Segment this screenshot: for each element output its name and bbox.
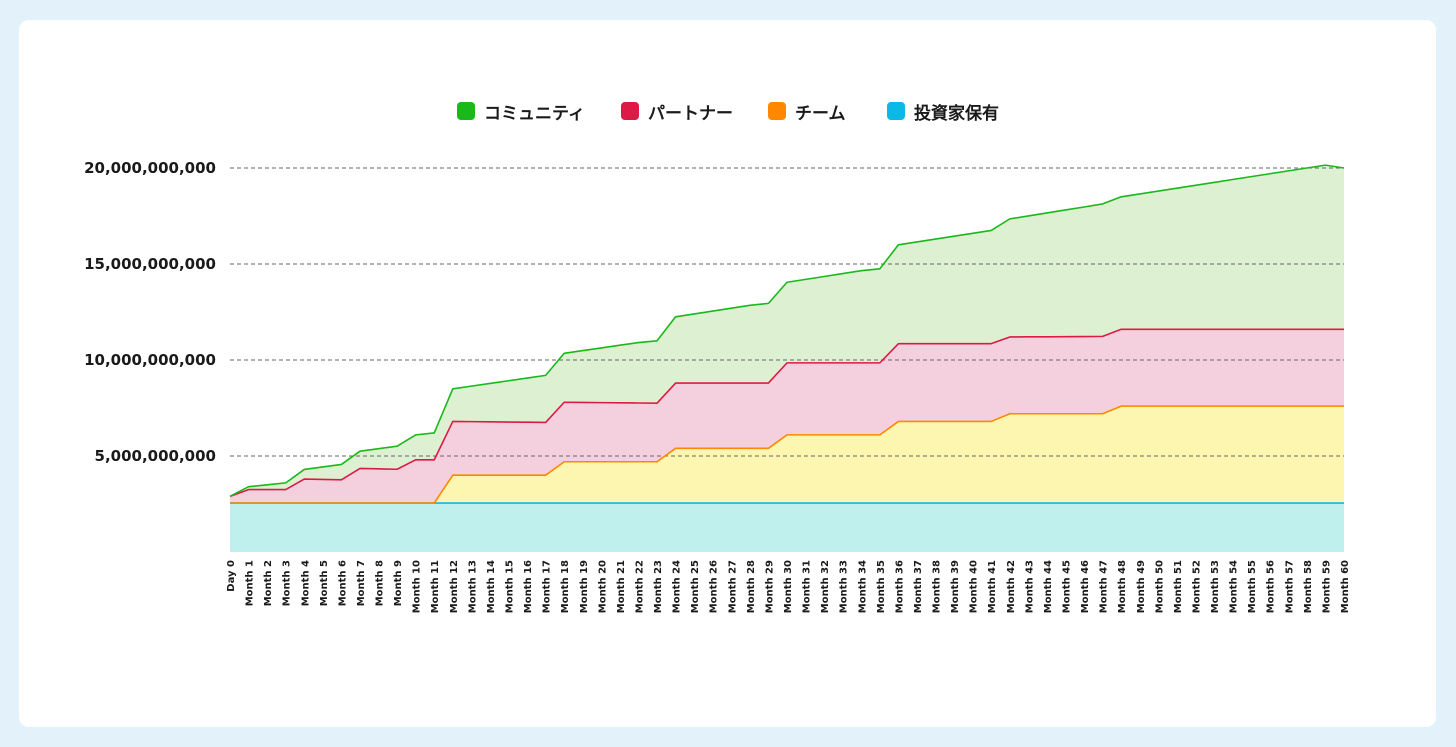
area-team [230,406,1344,504]
legend-item-community[interactable]: コミュニティ [457,98,585,124]
area-partner [230,329,1344,504]
x-tick-label: Month 4 [300,560,311,606]
x-tick-label: Month 22 [634,560,645,613]
line-partner [229,328,1344,498]
x-tick-label: Month 16 [523,560,534,613]
x-tick-label: Month 41 [987,560,998,613]
x-tick-label: Month 15 [505,560,516,613]
x-tick-label: Month 57 [1284,560,1295,613]
x-tick-label: Month 52 [1191,560,1202,613]
legend-label-team: チーム [795,103,846,124]
x-tick-label: Month 39 [950,560,961,613]
x-tick-label: Month 46 [1080,560,1091,613]
legend-item-partner[interactable]: パートナー [621,98,733,124]
y-tick-label: 5,000,000,000 [95,447,216,465]
x-tick-label: Month 50 [1154,560,1165,613]
legend-swatch-partner [621,102,639,120]
x-tick-label: Month 12 [449,560,460,613]
x-tick-label: Month 8 [375,560,386,606]
chart-legend: コミュニティ パートナー チーム 投資家保有 [0,98,1456,124]
x-tick-label: Month 9 [393,560,404,606]
x-tick-label: Month 1 [245,560,256,606]
x-tick-label: Month 24 [672,560,683,613]
x-tick-label: Month 43 [1024,560,1035,613]
legend-item-investor[interactable]: 投資家保有 [887,98,999,124]
x-tick-label: Month 10 [412,560,423,613]
line-community [229,164,1345,498]
legend-swatch-community [457,102,475,120]
x-tick-label: Month 28 [746,560,757,613]
x-tick-label: Month 42 [1006,560,1017,613]
legend-item-team[interactable]: チーム [768,98,846,124]
x-tick-label: Month 59 [1321,560,1332,613]
x-tick-label: Month 25 [690,560,701,613]
x-tick-label: Month 44 [1043,560,1054,613]
x-tick-label: Month 7 [356,560,367,606]
x-tick-label: Month 60 [1340,560,1351,613]
x-tick-label: Month 35 [876,560,887,613]
x-tick-label: Month 29 [764,560,775,613]
x-tick-label: Month 20 [597,560,608,613]
x-tick-label: Month 11 [430,560,441,613]
line-team [230,405,1344,504]
x-tick-label: Month 37 [913,560,924,613]
x-tick-label: Month 6 [337,560,348,606]
x-tick-label: Month 23 [653,560,664,613]
x-tick-label: Month 38 [932,560,943,613]
x-tick-label: Month 34 [857,560,868,613]
x-tick-label: Month 55 [1247,560,1258,613]
x-tick-label: Month 26 [709,560,720,613]
x-tick-label: Month 33 [839,560,850,613]
y-tick-label: 15,000,000,000 [84,255,216,273]
x-tick-label: Month 45 [1062,560,1073,613]
x-tick-label: Month 31 [802,560,813,613]
x-tick-label: Month 13 [467,560,478,613]
x-tick-label: Month 3 [282,560,293,606]
legend-label-community: コミュニティ [484,103,585,124]
x-tick-label: Month 30 [783,560,794,613]
legend-swatch-investor [887,102,905,120]
x-tick-label: Month 40 [969,560,980,613]
x-tick-label: Month 18 [560,560,571,613]
x-tick-label: Month 47 [1099,560,1110,613]
x-tick-label: Month 32 [820,560,831,613]
x-tick-label: Day 0 [226,560,237,592]
x-tick-label: Month 14 [486,560,497,613]
x-tick-label: Month 27 [727,560,738,613]
legend-label-partner: パートナー [648,103,733,124]
x-tick-label: Month 58 [1303,560,1314,613]
x-tick-label: Month 5 [319,560,330,606]
x-tick-label: Month 49 [1136,560,1147,613]
x-tick-label: Month 21 [616,560,627,613]
area-investor [230,503,1344,552]
x-tick-label: Month 17 [542,560,553,613]
area-community [230,165,1344,497]
x-tick-label: Month 51 [1173,560,1184,613]
x-tick-label: Month 54 [1229,560,1240,613]
x-tick-label: Month 36 [894,560,905,613]
legend-swatch-team [768,102,786,120]
x-tick-label: Month 53 [1210,560,1221,613]
x-tick-label: Month 56 [1266,560,1277,613]
y-tick-label: 10,000,000,000 [84,351,216,369]
legend-label-investor: 投資家保有 [914,103,999,124]
x-tick-label: Month 19 [579,560,590,613]
y-tick-label: 20,000,000,000 [84,159,216,177]
x-tick-label: Month 48 [1117,560,1128,613]
x-tick-label: Month 2 [263,560,274,606]
